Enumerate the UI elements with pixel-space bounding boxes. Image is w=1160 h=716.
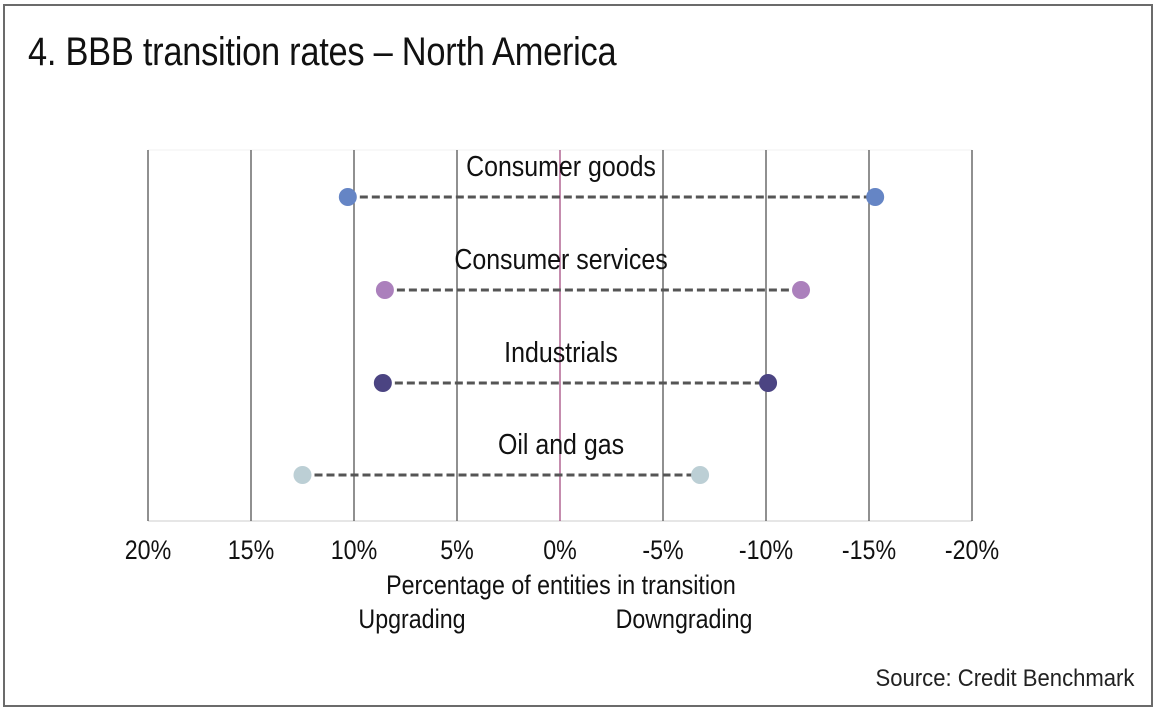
category-label: Consumer goods xyxy=(466,150,656,182)
category-label: Oil and gas xyxy=(498,428,624,460)
x-tick-label: -10% xyxy=(739,535,793,565)
category-label: Industrials xyxy=(504,336,618,368)
grid-layer xyxy=(147,149,973,522)
category-row: Consumer services xyxy=(375,243,811,299)
upgrading-point xyxy=(375,281,394,299)
upgrading-point xyxy=(293,466,312,484)
rows-layer: Consumer goods Consumer services Industria… xyxy=(293,150,885,484)
x-axis-label: Percentage of entities in transition xyxy=(386,570,736,600)
x-tick-label: 5% xyxy=(440,535,474,565)
upgrading-point xyxy=(373,374,392,392)
x-tick-label: 20% xyxy=(125,535,171,565)
category-row: Oil and gas xyxy=(293,428,710,484)
downgrading-point xyxy=(759,374,778,392)
x-tick-label: -20% xyxy=(945,535,999,565)
category-row: Industrials xyxy=(373,336,778,392)
upgrading-label: Upgrading xyxy=(358,604,465,634)
downgrading-point xyxy=(792,281,811,299)
category-row: Consumer goods xyxy=(338,150,885,206)
category-label: Consumer services xyxy=(454,243,667,275)
downgrading-point xyxy=(866,188,885,206)
x-tick-label: 10% xyxy=(331,535,377,565)
x-tick-label: -15% xyxy=(842,535,896,565)
tick-labels: 20% 15% 10% 5% 0% -5% -10% -15% -20% xyxy=(125,535,999,565)
source-note: Source: Credit Benchmark xyxy=(875,665,1134,692)
chart-title: 4. BBB transition rates – North America xyxy=(28,30,617,74)
downgrading-point xyxy=(691,466,710,484)
chart-frame xyxy=(3,4,1153,707)
x-tick-label: -5% xyxy=(642,535,683,565)
x-tick-label: 0% xyxy=(543,535,577,565)
downgrading-label: Downgrading xyxy=(616,604,753,634)
x-tick-label: 15% xyxy=(228,535,274,565)
upgrading-point xyxy=(338,188,357,206)
